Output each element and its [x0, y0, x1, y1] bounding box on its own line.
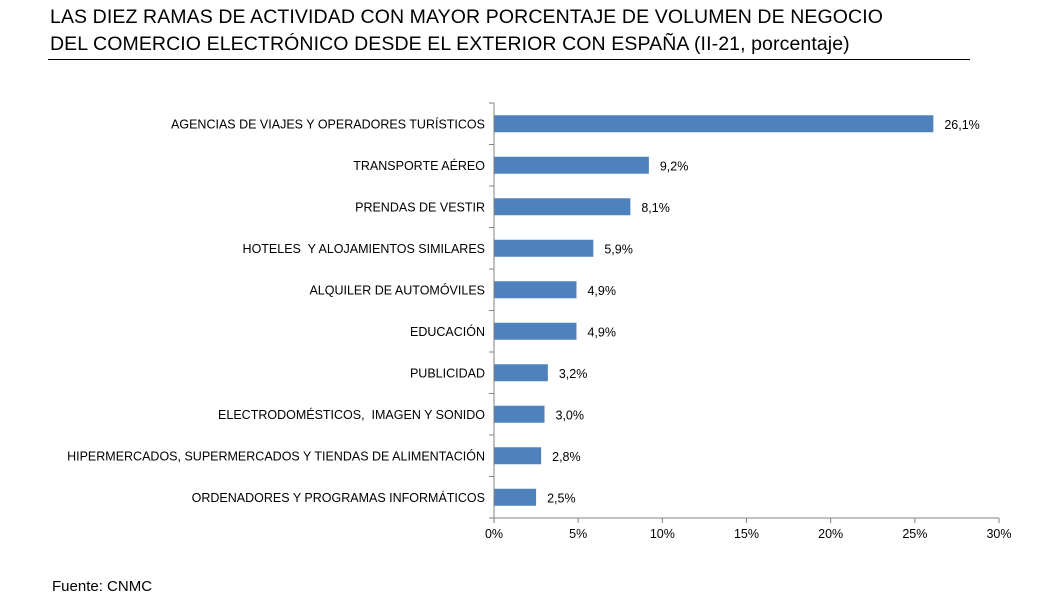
bar-4: [494, 281, 577, 299]
value-label-0: 26,1%: [944, 118, 979, 132]
labels-layer: AGENCIAS DE VIAJES Y OPERADORES TURÍSTIC…: [67, 116, 1011, 541]
value-label-1: 9,2%: [660, 159, 689, 173]
value-label-8: 2,8%: [552, 450, 581, 464]
category-label-3: HOTELES Y ALOJAMIENTOS SIMILARES: [243, 242, 485, 256]
category-label-2: PRENDAS DE VESTIR: [355, 200, 485, 214]
x-tick-label-4: 20%: [818, 527, 843, 541]
value-label-3: 5,9%: [604, 242, 633, 256]
bars-layer: [494, 115, 934, 506]
bar-8: [494, 447, 542, 465]
axis-layer: [489, 102, 1000, 523]
bar-0: [494, 115, 934, 133]
x-tick-label-5: 25%: [902, 527, 927, 541]
x-tick-label-3: 15%: [734, 527, 759, 541]
bar-7: [494, 405, 545, 423]
bar-9: [494, 488, 537, 506]
x-tick-label-0: 0%: [485, 527, 503, 541]
bar-6: [494, 364, 548, 382]
chart-title: LAS DIEZ RAMAS DE ACTIVIDAD CON MAYOR PO…: [50, 4, 970, 58]
category-label-6: PUBLICIDAD: [410, 366, 485, 380]
x-tick-label-6: 30%: [986, 527, 1011, 541]
bar-2: [494, 198, 631, 216]
title-divider: [48, 59, 970, 60]
value-label-4: 4,9%: [587, 284, 616, 298]
category-label-5: EDUCACIÓN: [410, 324, 485, 339]
chart-title-line-1: LAS DIEZ RAMAS DE ACTIVIDAD CON MAYOR PO…: [50, 6, 883, 28]
category-label-1: TRANSPORTE AÉREO: [353, 158, 485, 173]
value-label-7: 3,0%: [556, 408, 585, 422]
category-label-4: ALQUILER DE AUTOMÓVILES: [309, 282, 485, 297]
bar-3: [494, 239, 594, 257]
category-label-9: ORDENADORES Y PROGRAMAS INFORMÁTICOS: [192, 490, 485, 505]
category-label-8: HIPERMERCADOS, SUPERMERCADOS Y TIENDAS D…: [67, 448, 485, 463]
value-label-2: 8,1%: [641, 201, 670, 215]
bar-5: [494, 322, 577, 340]
x-tick-label-2: 10%: [650, 527, 675, 541]
bar-1: [494, 156, 649, 174]
chart-title-line-2: DEL COMERCIO ELECTRÓNICO DESDE EL EXTERI…: [50, 33, 850, 55]
value-label-9: 2,5%: [547, 491, 576, 505]
value-label-5: 4,9%: [587, 325, 616, 339]
source-note: Fuente: CNMC: [52, 578, 153, 595]
category-label-7: ELECTRODOMÉSTICOS, IMAGEN Y SONIDO: [218, 407, 485, 422]
value-label-6: 3,2%: [559, 367, 588, 381]
category-label-0: AGENCIAS DE VIAJES Y OPERADORES TURÍSTIC…: [171, 116, 485, 131]
x-tick-label-1: 5%: [569, 527, 587, 541]
